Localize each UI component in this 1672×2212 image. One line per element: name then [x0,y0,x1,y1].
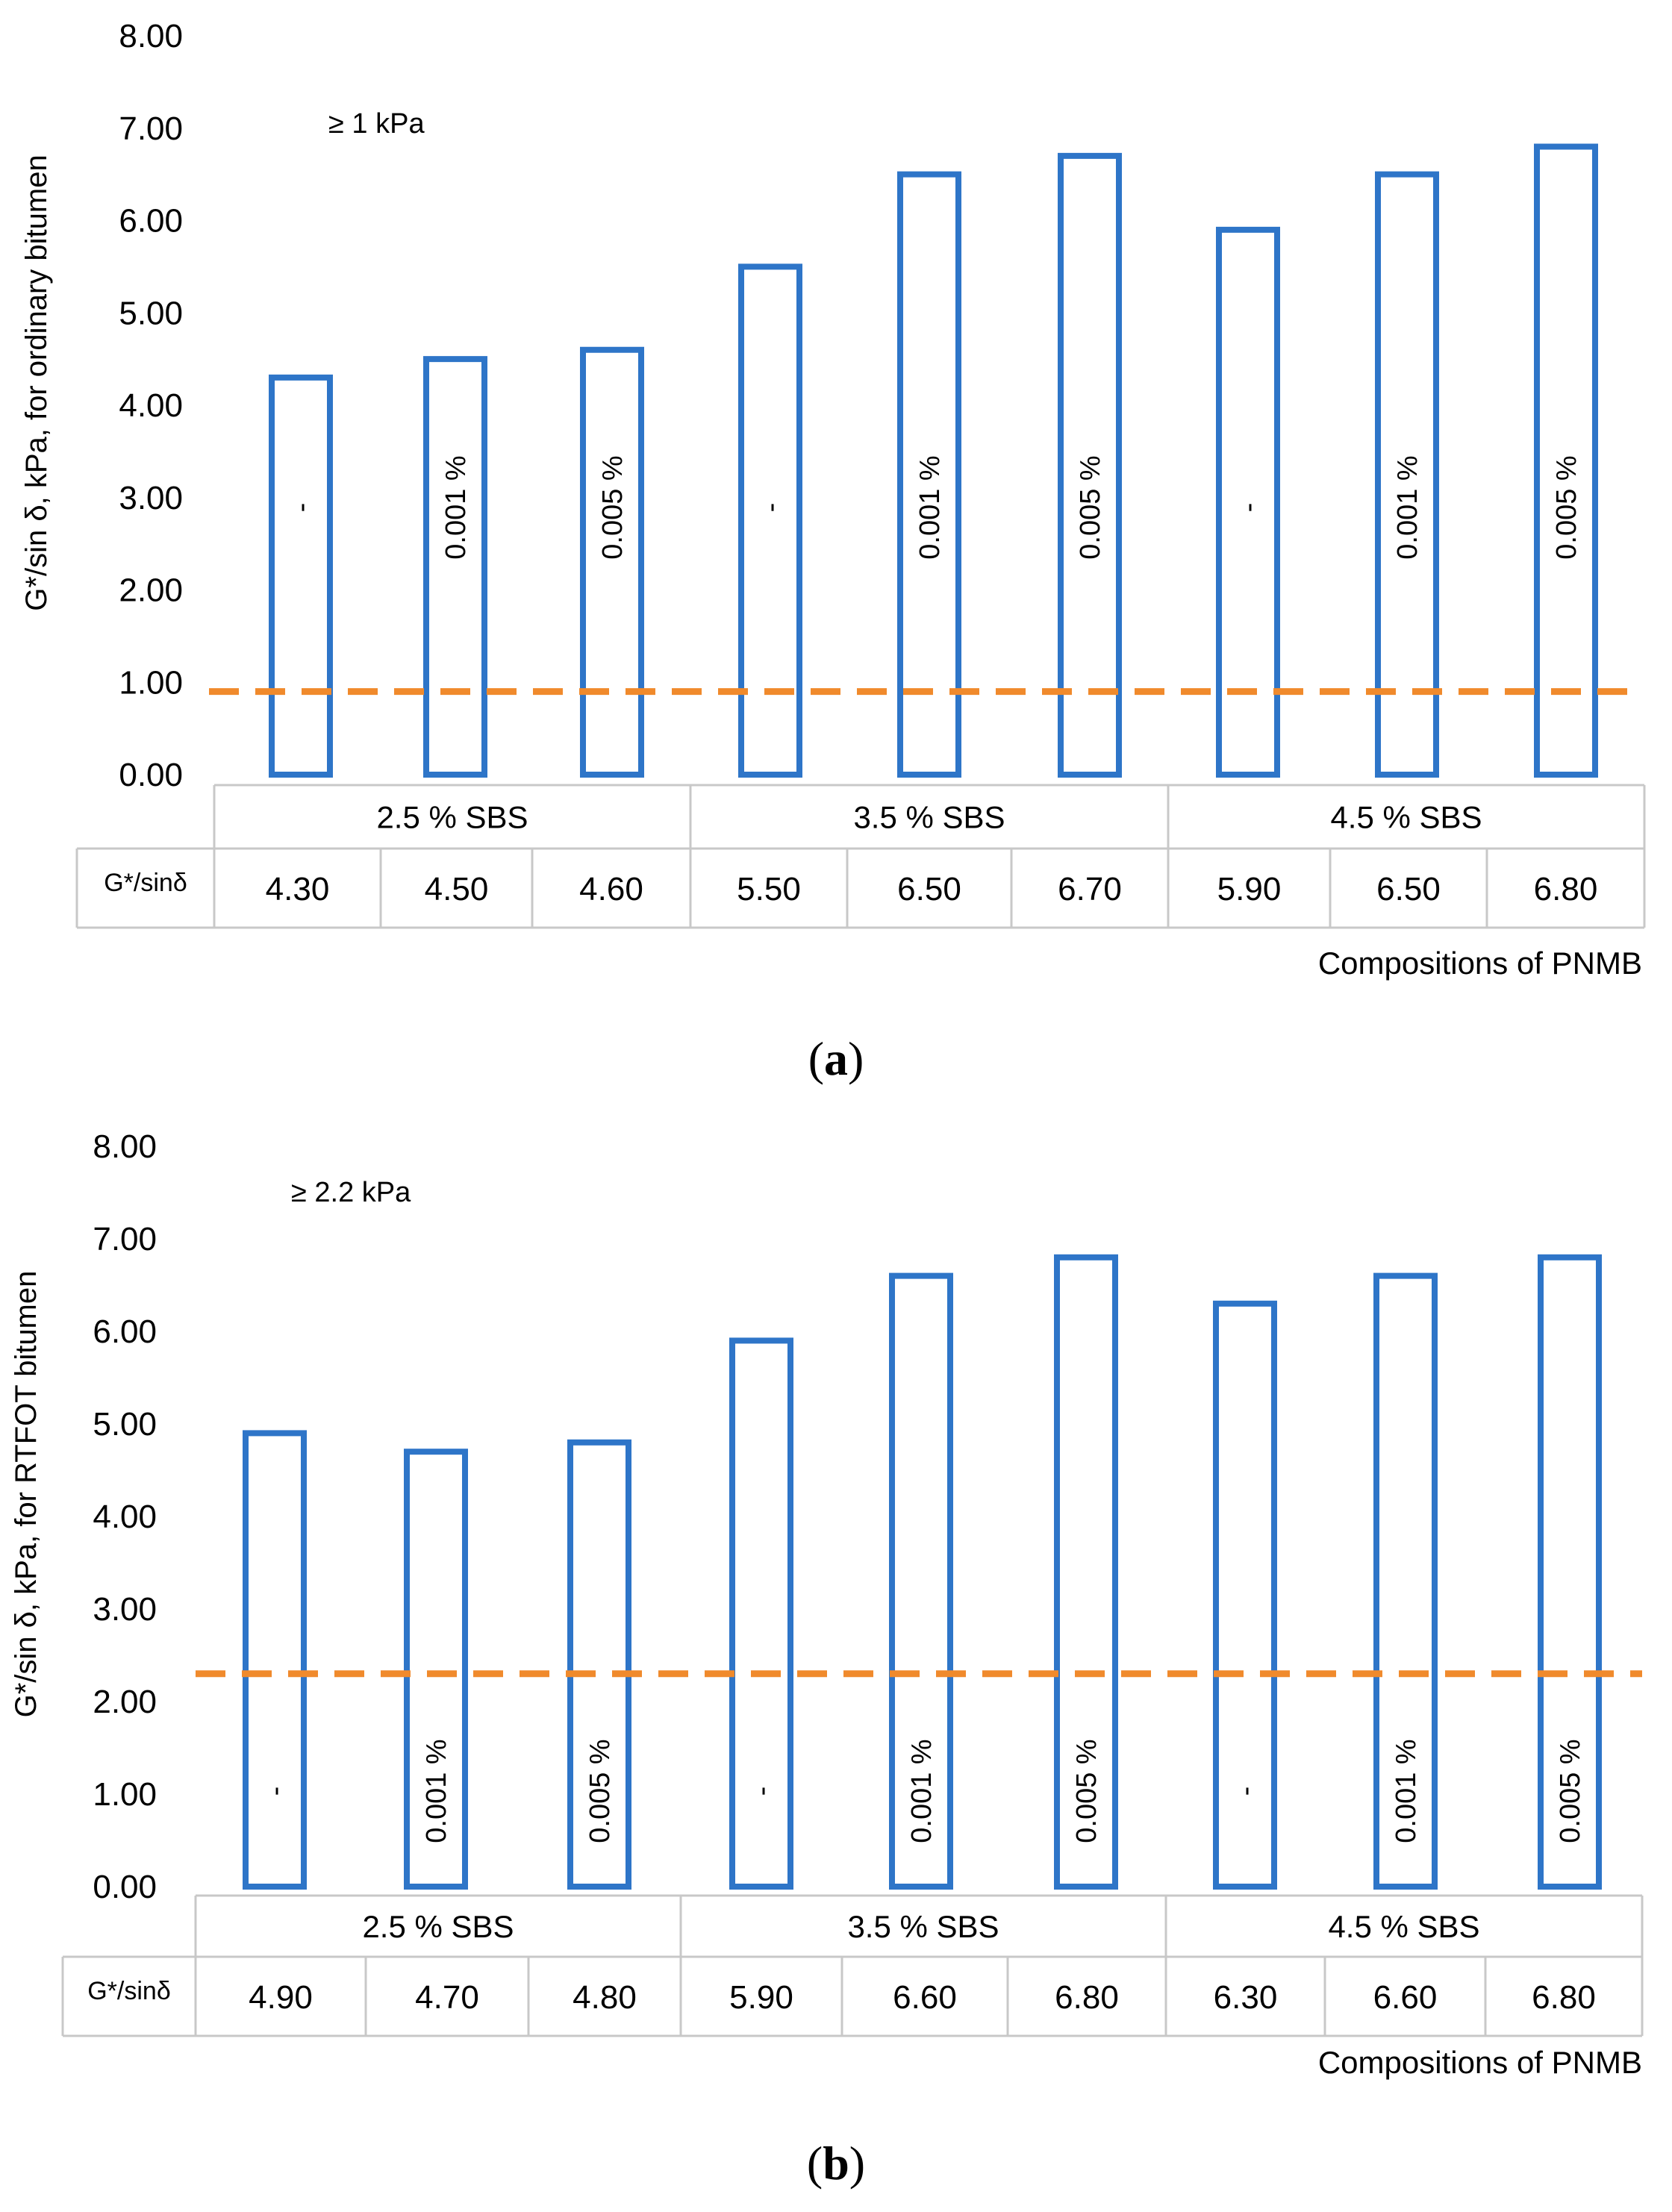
chart-a-bar-label: 0.001 % [914,455,946,559]
chart-b-table-row-header: G*/sinδ [87,1977,171,2005]
chart-b-table-cell: 5.90 [729,1979,793,2016]
chart-b-table-cell: 4.90 [249,1979,313,2016]
chart-b-bar-label: - [1230,1787,1261,1796]
chart-a-y-tick-label: 1.00 [119,664,183,701]
chart-a-table-cell: 5.50 [737,871,801,907]
chart-a-bar-label: 0.005 % [597,455,628,559]
chart-b-bar-label: 0.005 % [1555,1739,1586,1843]
chart-b-bar-label: 0.005 % [1071,1739,1102,1843]
chart-b-bar-label: 0.005 % [584,1739,616,1843]
chart-a-table-cell: 4.30 [266,871,330,907]
chart-b-bar-label: - [260,1787,291,1796]
chart-b-table-cell: 4.80 [573,1979,637,2016]
chart-b-table-cell: 6.60 [1373,1979,1438,2016]
chart-b-y-tick-label: 7.00 [93,1221,157,1257]
chart-b-group-label: 2.5 % SBS [362,1909,514,1944]
chart-b-bar [243,1430,307,1890]
chart-a-group-label: 3.5 % SBS [853,800,1005,835]
chart-b-y-tick-label: 4.00 [93,1499,157,1535]
chart-a-bar-label: 0.001 % [440,455,472,559]
chart-b-group-label: 4.5 % SBS [1328,1909,1479,1944]
chart-a-y-tick-label: 6.00 [119,203,183,240]
chart-b-table-cell: 6.80 [1532,1979,1596,2016]
chart-b-y-tick-label: 0.00 [93,1869,157,1905]
chart-a-bar [897,171,961,778]
chart-a-bar-label: - [1233,503,1264,513]
chart-b-y-tick-label: 1.00 [93,1776,157,1813]
chart-a-bar [1216,226,1280,778]
chart-a-table-cell: 6.50 [1376,871,1441,907]
chart-a-bar-label: 0.001 % [1392,455,1423,559]
chart-a-y-tick-label: 3.00 [119,480,183,516]
chart-a-y-tick-label: 0.00 [119,757,183,793]
chart-b-bar-label: 0.001 % [1391,1739,1422,1843]
chart-a-bar [580,346,644,778]
chart-b-x-axis-label: Compositions of PNMB [1318,2045,1642,2080]
chart-a-bar [423,356,487,778]
chart-a-y-tick-label: 8.00 [119,18,183,54]
chart-a-table-cell: 4.60 [579,871,643,907]
chart-a-y-tick-label: 7.00 [119,110,183,147]
chart-a-bar-label: - [755,503,787,513]
chart-a-threshold-label: ≥ 1 kPa [328,108,425,140]
chart-a-table-cell: 4.50 [425,871,489,907]
chart-b-y-tick-label: 3.00 [93,1591,157,1628]
chart-b-y-tick-label: 2.00 [93,1684,157,1720]
chart-a-y-tick-label: 2.00 [119,572,183,609]
chart-a-bar [738,263,802,778]
chart-b-bar [889,1272,953,1890]
chart-b-threshold-label: ≥ 2.2 kPa [291,1177,411,1208]
chart-a-bar-label: 0.005 % [1075,455,1106,559]
chart-b-bar-label: 0.001 % [906,1739,938,1843]
chart-b-table-cell: 6.30 [1214,1979,1278,2016]
chart-a-table-cell: 5.90 [1217,871,1282,907]
chart-a-bar-label: - [286,503,317,513]
chart-b-y-axis-label: G*/sin δ, kPa, for RTFOT bitumen [10,1271,43,1718]
chart-b-table-cell: 4.70 [415,1979,479,2016]
chart-b-y-tick-label: 8.00 [93,1128,157,1165]
chart-a-bar-label: 0.005 % [1551,455,1582,559]
chart-a-y-axis-label: G*/sin δ, kPa, for ordinary bitumen [20,154,53,610]
chart-b-bar [1054,1254,1118,1890]
chart-b-y-tick-label: 6.00 [93,1313,157,1350]
chart-b-bar [1213,1300,1277,1890]
chart-b-y-tick-label: 5.00 [93,1406,157,1443]
chart-b-bar [1538,1254,1602,1890]
chart-b-bar [729,1337,793,1890]
chart-a-bar [1375,171,1439,778]
chart-a-y-tick-label: 5.00 [119,295,183,331]
chart-b-bar [1373,1272,1438,1890]
chart-b-bar [404,1449,468,1890]
chart-b-panel-label: (b) [807,2137,865,2190]
chart-a-table-cell: 6.70 [1058,871,1122,907]
chart-a-bar [1058,152,1122,778]
chart-a-table-cell: 6.50 [897,871,961,907]
chart-a-group-label: 4.5 % SBS [1330,800,1482,835]
chart-a-table-row-header: G*/sinδ [104,869,187,897]
chart-a-x-axis-label: Compositions of PNMB [1318,946,1642,981]
chart-b-table-cell: 6.80 [1055,1979,1119,2016]
chart-a-bar [1534,143,1598,778]
chart-b-group-label: 3.5 % SBS [847,1909,999,1944]
chart-a-y-tick-label: 4.00 [119,387,183,424]
chart-a-table-cell: 6.80 [1534,871,1598,907]
chart-b-table-cell: 6.60 [893,1979,957,2016]
chart-b-bar [567,1439,631,1890]
chart-b-bar-label: 0.001 % [421,1739,452,1843]
chart-b-bar-label: - [746,1787,778,1796]
chart-a-panel-label: (a) [808,1032,864,1085]
chart-a-group-label: 2.5 % SBS [376,800,528,835]
chart-a-bar [269,374,333,778]
